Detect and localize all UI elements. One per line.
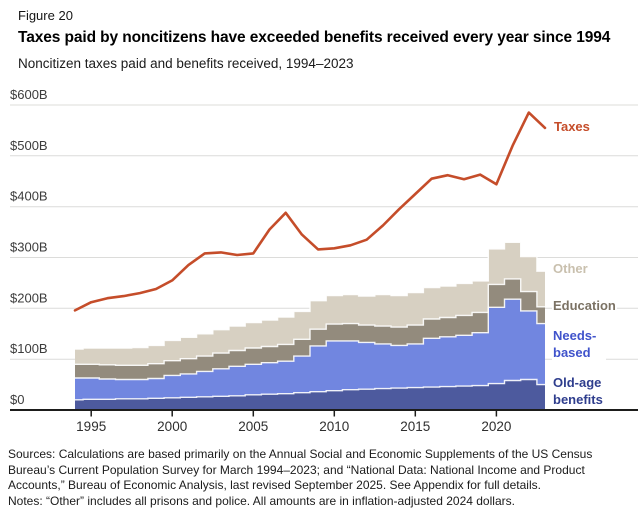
area-separators bbox=[75, 241, 545, 401]
legend-label-taxes: Taxes bbox=[553, 119, 591, 136]
area-separator-line bbox=[75, 298, 545, 381]
x-tick-label: 2020 bbox=[481, 419, 511, 434]
area-separator-line bbox=[75, 378, 545, 401]
notes-note: Notes: “Other” includes all prisons and … bbox=[8, 493, 515, 508]
x-axis: 1995 2000 2005 2010 2015 2020 bbox=[10, 409, 638, 434]
x-tick-label: 2005 bbox=[238, 419, 268, 434]
footnotes: Sources: Calculations are based primaril… bbox=[8, 447, 636, 509]
sources-note: Sources: Calculations are based primaril… bbox=[8, 447, 593, 493]
y-tick-label: $100B bbox=[10, 341, 48, 356]
taxes-line bbox=[73, 111, 547, 312]
benefits-stacked-areas bbox=[75, 242, 545, 410]
x-tick-label: 2000 bbox=[157, 419, 187, 434]
chart-plot: $0 $100B $200B $300B $400B $500B $600B 1995 2000… bbox=[10, 87, 638, 434]
chart-title: Taxes paid by noncitizens have exceeded … bbox=[18, 29, 611, 46]
legend-label-other: Other bbox=[552, 261, 589, 278]
y-axis-labels: $0 $100B $200B $300B $400B $500B $600B bbox=[10, 87, 48, 407]
legend-label-needs-based: Needs-based bbox=[552, 328, 606, 361]
y-tick-label: $300B bbox=[10, 240, 48, 255]
area-separator-line bbox=[75, 241, 545, 350]
y-tick-label: $200B bbox=[10, 290, 48, 305]
y-tick-label: $400B bbox=[10, 189, 48, 204]
y-tick-label: $500B bbox=[10, 138, 48, 153]
y-tick-label: $0 bbox=[10, 392, 24, 407]
chart-subtitle: Noncitizen taxes paid and benefits recei… bbox=[18, 56, 354, 71]
area-separator-line bbox=[75, 278, 545, 366]
x-tick-label: 1995 bbox=[76, 419, 106, 434]
figure-label: Figure 20 bbox=[18, 8, 73, 23]
y-tick-label: $600B bbox=[10, 87, 48, 102]
legend-label-old-age-benefits: Old-age benefits bbox=[552, 375, 612, 408]
legend-label-education: Education bbox=[552, 298, 617, 315]
x-tick-label: 2010 bbox=[319, 419, 349, 434]
x-tick-label: 2015 bbox=[400, 419, 430, 434]
